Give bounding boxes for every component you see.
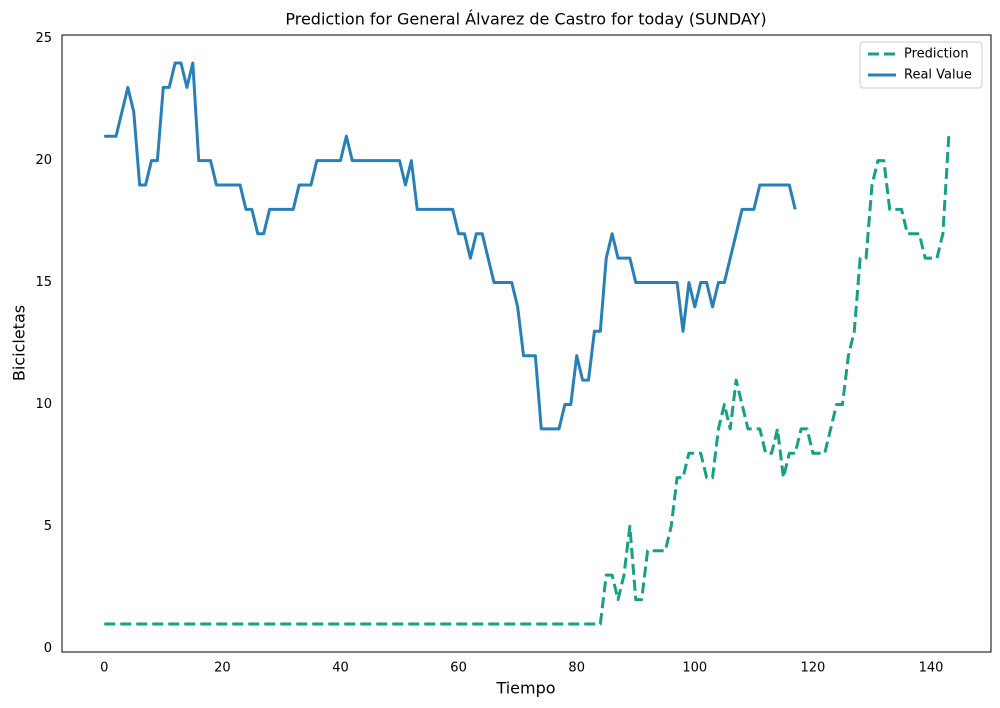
x-tick-label: 100 bbox=[682, 661, 707, 676]
x-axis-label: Tiempo bbox=[495, 679, 555, 698]
y-tick-label: 5 bbox=[44, 519, 52, 534]
y-tick-label: 25 bbox=[35, 31, 52, 46]
x-tick-label: 120 bbox=[801, 661, 826, 676]
x-tick-label: 80 bbox=[568, 661, 585, 676]
x-tick-label: 60 bbox=[450, 661, 467, 676]
y-tick-label: 15 bbox=[35, 275, 52, 290]
x-tick-label: 20 bbox=[214, 661, 231, 676]
y-tick-label: 0 bbox=[44, 641, 52, 656]
x-tick-label: 0 bbox=[100, 661, 108, 676]
line-series bbox=[104, 61, 797, 431]
legend-label: Prediction bbox=[904, 47, 969, 62]
chart-title: Prediction for General Álvarez de Castro… bbox=[285, 10, 766, 29]
line-series bbox=[104, 136, 951, 626]
y-tick-label: 10 bbox=[35, 397, 52, 412]
y-tick-label: 20 bbox=[35, 153, 52, 168]
legend-label: Real Value bbox=[904, 68, 972, 83]
x-tick-label: 140 bbox=[919, 661, 944, 676]
y-axis-label: Bicicletas bbox=[10, 305, 29, 381]
plot-frame bbox=[61, 34, 992, 653]
x-tick-label: 40 bbox=[332, 661, 349, 676]
legend: Prediction Real Value bbox=[859, 41, 983, 89]
